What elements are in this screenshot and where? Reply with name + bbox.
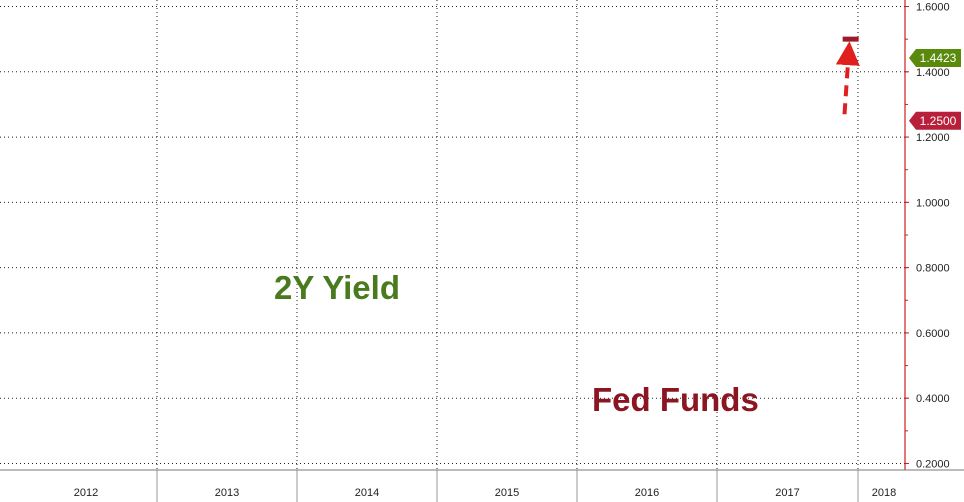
badges: 1.4423 1.2500	[909, 48, 961, 130]
y-tick-label: 0.2000	[916, 458, 950, 470]
grid	[0, 0, 905, 470]
x-tick-label: 2016	[635, 487, 659, 499]
y-tick-label: 1.4000	[916, 67, 950, 79]
yield-series-label: 2Y Yield	[274, 269, 400, 306]
fed-series-label: Fed Funds	[592, 381, 759, 418]
x-tick-label: 2017	[775, 487, 799, 499]
svg-text:1.4423: 1.4423	[920, 51, 957, 65]
yield-last-value-badge: 1.4423	[909, 48, 961, 67]
x-tick-label: 2015	[495, 487, 519, 499]
projection-arrow	[835, 41, 860, 115]
y-tick-label: 1.0000	[916, 197, 950, 209]
fed-last-value-badge: 1.2500	[909, 111, 961, 130]
x-tick-label: 2014	[355, 487, 379, 499]
y-tick-label: 0.4000	[916, 393, 950, 405]
x-tick-label: 2013	[215, 487, 239, 499]
x-tick-label: 2012	[74, 487, 98, 499]
x-tick-label: 2018	[872, 487, 896, 499]
y-tick-label: 0.6000	[916, 328, 950, 340]
y-tick-label: 1.2000	[916, 132, 950, 144]
y-tick-label: 1.6000	[916, 2, 950, 14]
y-tick-label: 0.8000	[916, 263, 950, 275]
series	[835, 36, 860, 115]
svg-text:1.2500: 1.2500	[920, 114, 957, 128]
